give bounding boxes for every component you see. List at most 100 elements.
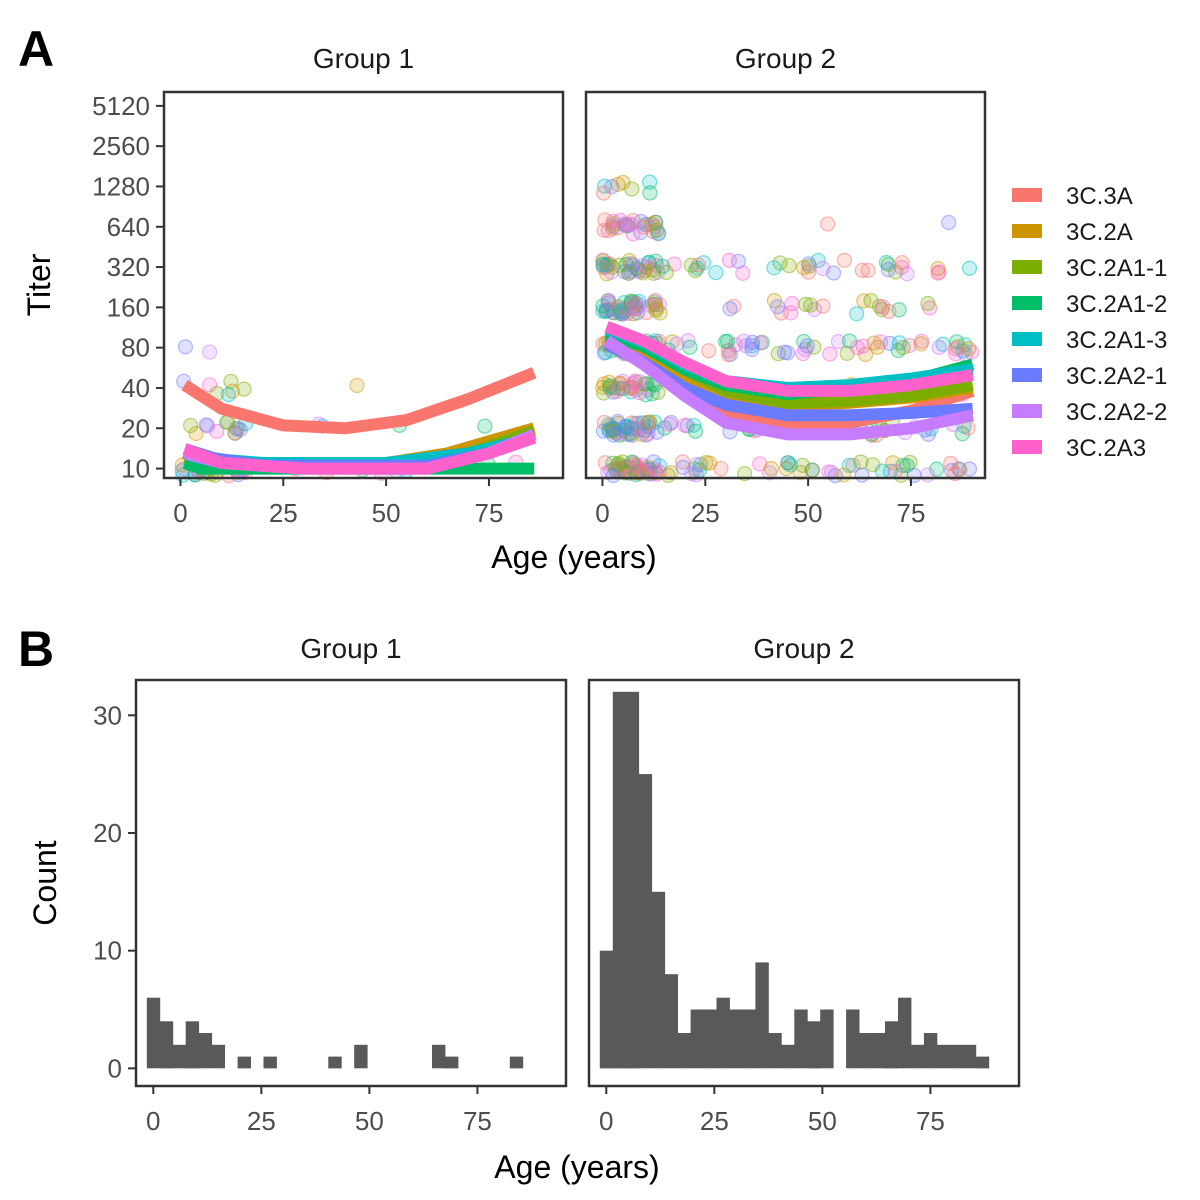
- data-point: [854, 467, 870, 483]
- histogram-bar: [729, 1009, 743, 1069]
- data-point: [721, 252, 738, 268]
- data-point: [477, 418, 493, 434]
- facet-strip-label: Group 1: [313, 43, 414, 74]
- histogram-bar: [872, 1033, 886, 1069]
- facet-strip-label: Group 2: [735, 43, 836, 74]
- x-tick-label: 75: [463, 1106, 492, 1136]
- data-point: [690, 257, 707, 273]
- data-point: [623, 216, 639, 232]
- histogram-bar: [509, 1056, 524, 1069]
- legend-key: [1012, 440, 1042, 454]
- data-point: [860, 262, 876, 278]
- data-point: [961, 260, 978, 276]
- data-point: [619, 419, 635, 435]
- data-point: [663, 414, 679, 431]
- panel-b-label: B: [18, 621, 54, 677]
- x-tick-label: 0: [599, 1106, 613, 1136]
- legend-key: [1012, 368, 1042, 382]
- histogram-bar: [664, 974, 678, 1069]
- data-point: [649, 222, 665, 238]
- data-point: [701, 343, 717, 359]
- data-point: [624, 454, 640, 470]
- histogram-bar: [159, 1021, 174, 1069]
- data-point: [682, 339, 698, 355]
- histogram-bar: [807, 1021, 821, 1069]
- legend-label: 3C.2A: [1066, 219, 1133, 246]
- data-point: [635, 415, 651, 431]
- facet-1: Group 1 0 25 50 75 0 10 20 30: [93, 633, 568, 1136]
- data-point: [198, 417, 214, 433]
- x-tick-label: 25: [247, 1106, 276, 1136]
- histogram-bar: [432, 1044, 446, 1069]
- x-tick-label: 50: [355, 1106, 384, 1136]
- histogram-bar: [742, 1009, 756, 1069]
- histogram-bar: [354, 1044, 368, 1069]
- smooth-line-3C.2A3: [182, 432, 537, 475]
- y-tick-label: 640: [107, 212, 150, 242]
- data-point: [720, 333, 736, 349]
- legend-item: 3C.2A1-3: [1012, 327, 1167, 354]
- data-point: [722, 301, 738, 317]
- data-point: [929, 461, 945, 477]
- data-point: [947, 341, 964, 357]
- legend-key: [1012, 224, 1042, 238]
- histogram-bar: [625, 691, 640, 1069]
- data-point: [913, 336, 929, 352]
- data-point: [795, 345, 811, 362]
- histogram-bar: [936, 1044, 951, 1069]
- legend-item: 3C.2A1-2: [1012, 291, 1167, 318]
- data-point: [642, 185, 658, 201]
- x-tick-label: 75: [896, 498, 925, 528]
- histogram-bar: [237, 1056, 251, 1069]
- x-tick-label: 50: [808, 1106, 837, 1136]
- data-point: [887, 463, 903, 480]
- data-point: [625, 295, 641, 311]
- data-point: [894, 255, 910, 271]
- histogram-bar: [703, 1009, 717, 1069]
- data-point: [623, 293, 639, 309]
- histogram-bar: [146, 997, 161, 1069]
- histogram-bar: [859, 1033, 873, 1069]
- legend-label: 3C.2A3: [1066, 435, 1146, 462]
- data-point: [820, 216, 836, 232]
- panel-border: [162, 90, 565, 480]
- data-point: [615, 174, 631, 191]
- data-point: [836, 252, 852, 268]
- y-tick-label: 5120: [92, 91, 150, 121]
- panel-border: [134, 678, 568, 1088]
- data-point: [778, 460, 794, 477]
- data-point: [781, 257, 797, 274]
- x-tick-label: 50: [794, 498, 823, 528]
- data-point: [634, 463, 650, 479]
- y-tick-label: 160: [107, 292, 150, 322]
- histogram-bar: [211, 1044, 225, 1069]
- data-point: [798, 296, 814, 312]
- data-point: [863, 293, 879, 309]
- data-point: [625, 376, 641, 392]
- data-point: [615, 304, 631, 320]
- data-point: [188, 425, 204, 442]
- data-point: [349, 377, 365, 394]
- facet-strip-label: Group 1: [300, 633, 401, 664]
- data-point: [855, 338, 871, 354]
- data-point: [815, 260, 831, 277]
- histogram-bar: [755, 962, 769, 1069]
- histogram-bar: [781, 1044, 795, 1069]
- data-point: [766, 260, 782, 276]
- panel-border: [587, 678, 1021, 1088]
- data-point: [881, 303, 897, 319]
- data-point: [663, 465, 679, 481]
- histogram-bar: [975, 1056, 990, 1069]
- histogram-bar: [820, 1009, 834, 1069]
- data-point: [849, 339, 866, 356]
- facet-2: Group 2 0 25 50 75: [584, 43, 987, 528]
- data-point: [853, 454, 869, 470]
- histogram-bar: [716, 997, 730, 1069]
- data-point: [220, 387, 236, 403]
- legend-item: 3C.2A: [1012, 219, 1133, 246]
- data-point: [776, 344, 793, 360]
- data-point: [841, 457, 857, 474]
- data-point: [655, 258, 671, 274]
- x-tick-label: 75: [474, 498, 503, 528]
- data-point: [799, 338, 815, 354]
